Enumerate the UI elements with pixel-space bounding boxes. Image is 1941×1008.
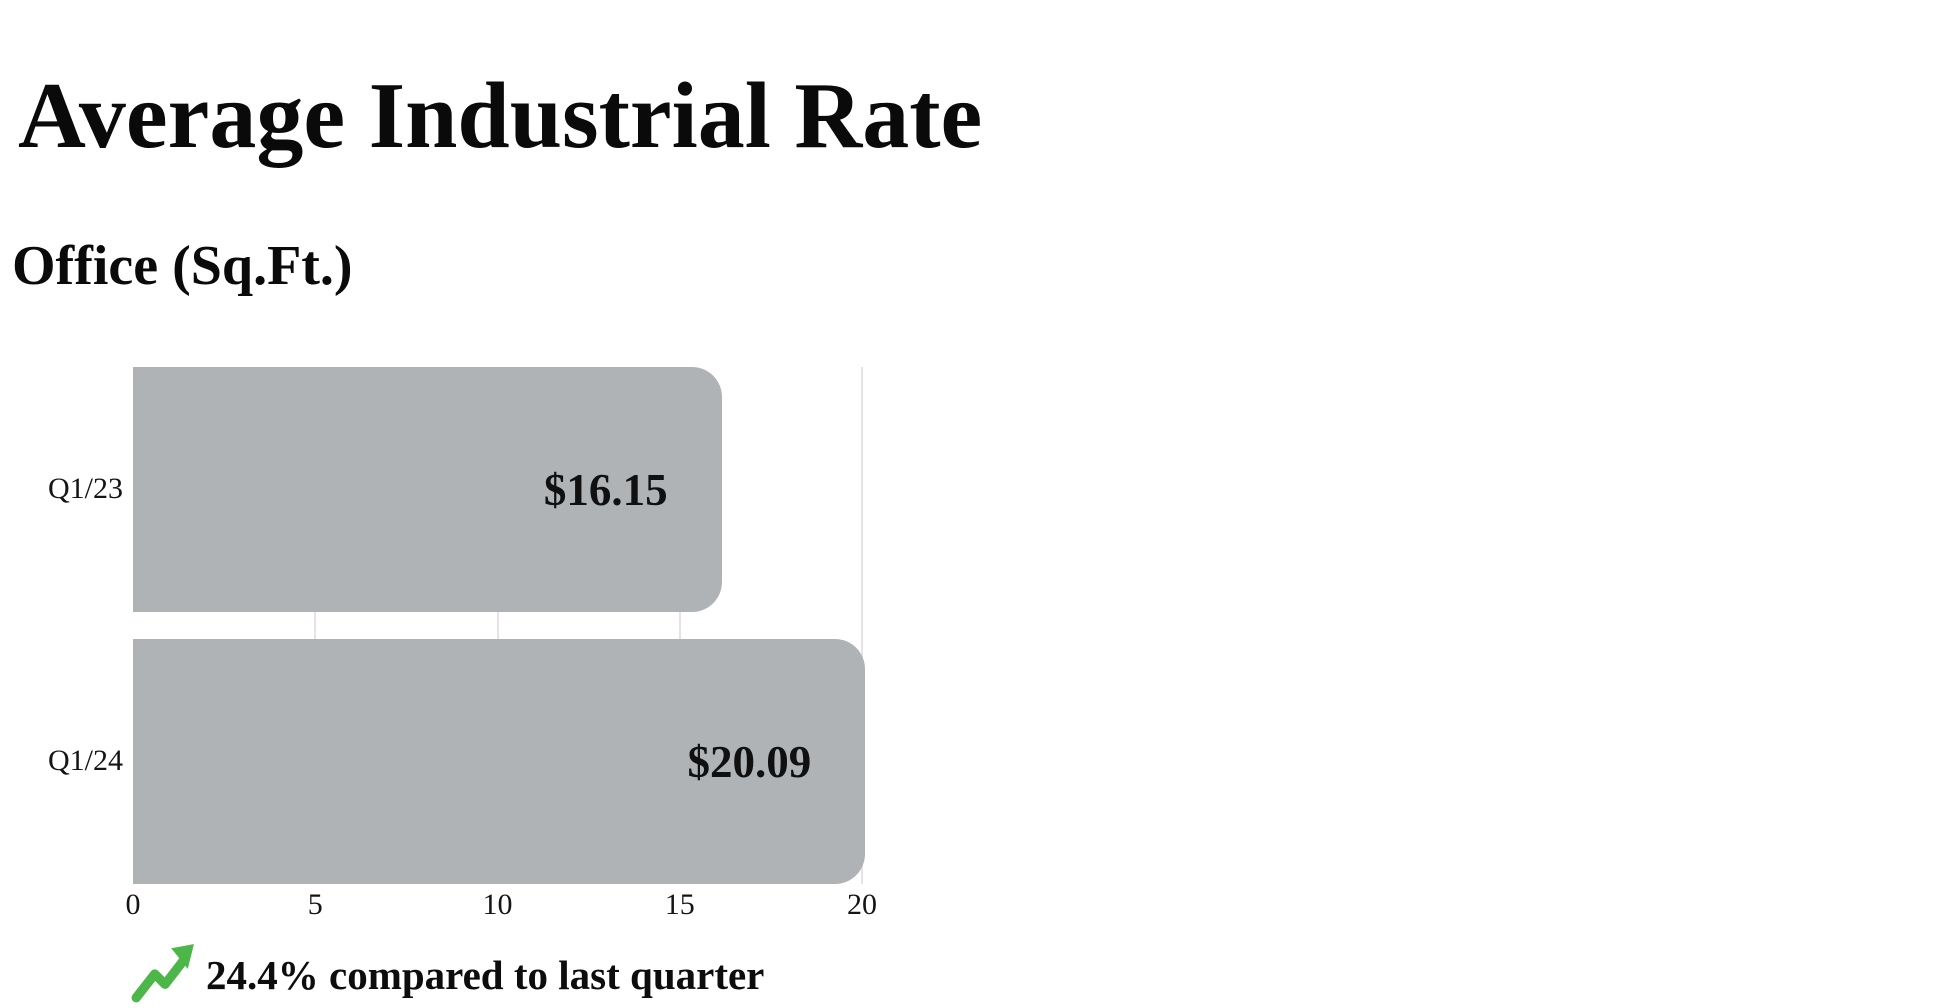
x-tick-label: 15 (664, 888, 695, 921)
bar-q1-24: $20.09 (133, 639, 866, 884)
chart-title: Average Industrial Rate (18, 63, 983, 168)
category-label-q1-24: Q1/24 (48, 744, 123, 777)
trend-annotation: 24.4% compared to last quarter (130, 942, 764, 1006)
category-label-q1-23: Q1/23 (48, 472, 123, 505)
plot-area: $16.15 $20.09 (133, 367, 866, 884)
chart-subtitle: Office (Sq.Ft.) (12, 235, 353, 298)
trend-text: 24.4% compared to last quarter (206, 952, 765, 998)
gridline (861, 367, 863, 884)
x-tick-label: 0 (125, 888, 141, 921)
x-tick-label: 10 (482, 888, 513, 921)
bar-q1-23: $16.15 (133, 367, 722, 612)
x-tick-label: 20 (847, 888, 877, 921)
gridline (678, 367, 681, 884)
trending-up-icon (131, 944, 194, 1003)
x-tick-label: 5 (307, 888, 323, 921)
gridline (496, 367, 499, 884)
bar-value-label: $20.09 (687, 736, 812, 787)
bar-value-label: $16.15 (543, 464, 668, 515)
gridline (314, 367, 317, 884)
x-axis: 0 5 10 15 20 (126, 888, 878, 928)
